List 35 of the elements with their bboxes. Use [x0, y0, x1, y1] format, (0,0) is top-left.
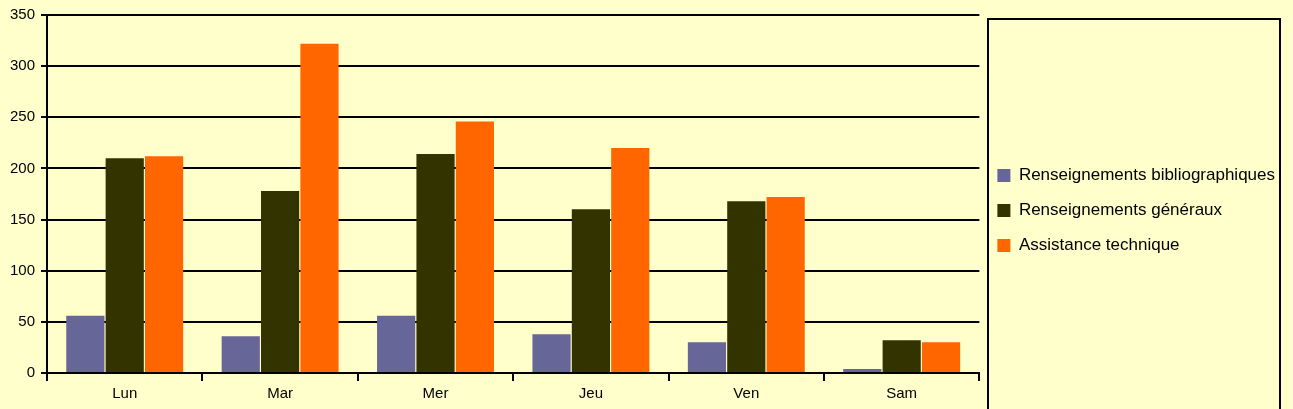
- y-tick-label: 0: [26, 363, 36, 381]
- bar: [843, 368, 882, 372]
- bar: [571, 209, 610, 372]
- y-tick-label: 250: [10, 107, 36, 125]
- bar: [105, 158, 144, 372]
- y-tick-label: 50: [18, 312, 36, 329]
- bar: [455, 121, 494, 372]
- x-tick-label: Lun: [112, 384, 138, 402]
- bar: [66, 315, 105, 372]
- x-tick-label: Ven: [733, 384, 760, 402]
- x-tick-label: Jeu: [578, 384, 603, 402]
- y-tick-label: 100: [10, 260, 36, 278]
- x-tick-label: Mer: [422, 384, 449, 402]
- bar: [261, 190, 300, 372]
- y-tick-label: 300: [10, 56, 36, 74]
- y-tick-label: 150: [10, 209, 36, 227]
- bar: [532, 334, 571, 372]
- y-tick-label: 350: [10, 5, 36, 23]
- x-tick-label: Sam: [886, 384, 918, 402]
- bar: [611, 147, 650, 372]
- bar: [145, 156, 184, 372]
- x-tick-label: Mar: [267, 384, 294, 402]
- bar: [727, 201, 766, 372]
- bar: [882, 340, 921, 372]
- bar: [416, 154, 455, 372]
- legend-label: Assistance technique: [1018, 235, 1180, 255]
- bar: [687, 342, 727, 372]
- bar: [766, 197, 805, 372]
- legend-label: Renseignements bibliographiques: [1018, 165, 1276, 185]
- bar: [921, 342, 961, 372]
- bar: [221, 336, 260, 372]
- bar: [377, 315, 416, 372]
- y-tick-label: 200: [10, 158, 36, 176]
- legend-label: Renseignements généraux: [1018, 200, 1223, 220]
- bar: [300, 43, 339, 372]
